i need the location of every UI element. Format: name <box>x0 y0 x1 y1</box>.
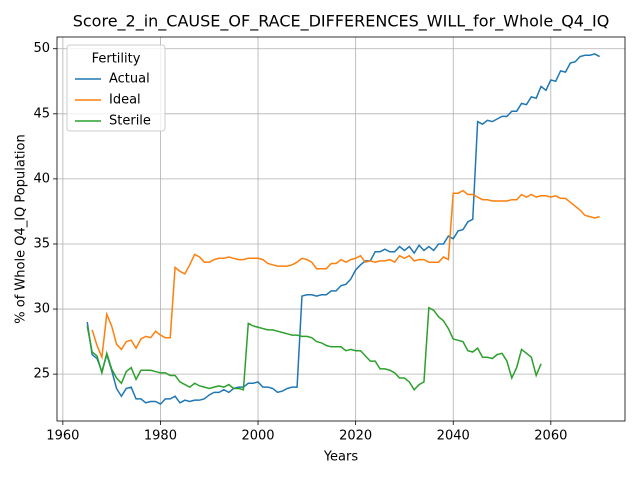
y-tick-label: 35 <box>33 236 50 251</box>
x-tick-label: 2000 <box>241 429 274 444</box>
legend-box <box>66 44 166 132</box>
y-tick-label: 25 <box>33 367 50 382</box>
legend-label: Sterile <box>109 114 151 129</box>
legend-title: Fertility <box>92 52 141 67</box>
legend-label: Ideal <box>109 93 141 108</box>
y-tick-label: 45 <box>33 106 50 121</box>
x-tick-label: 1980 <box>144 429 177 444</box>
data-line <box>86 53 600 406</box>
legend-label: Actual <box>109 72 150 87</box>
x-axis-label: Years <box>323 450 359 465</box>
chart-title: Score_2_in_CAUSE_OF_RACE_DIFFERENCES_WIL… <box>73 12 610 32</box>
data-line <box>91 189 600 361</box>
x-tick-label: 1960 <box>46 429 79 444</box>
y-tick-label: 50 <box>33 41 50 56</box>
x-tick-label: 2040 <box>437 429 470 444</box>
data-line <box>86 306 542 391</box>
y-tick-label: 30 <box>33 302 50 317</box>
y-tick-label: 40 <box>33 171 50 186</box>
x-tick-label: 2020 <box>339 429 372 444</box>
y-axis-label: % of Whole Q4_IQ Population <box>14 134 29 323</box>
plot-frame <box>56 36 626 422</box>
x-tick-label: 2060 <box>534 429 567 444</box>
